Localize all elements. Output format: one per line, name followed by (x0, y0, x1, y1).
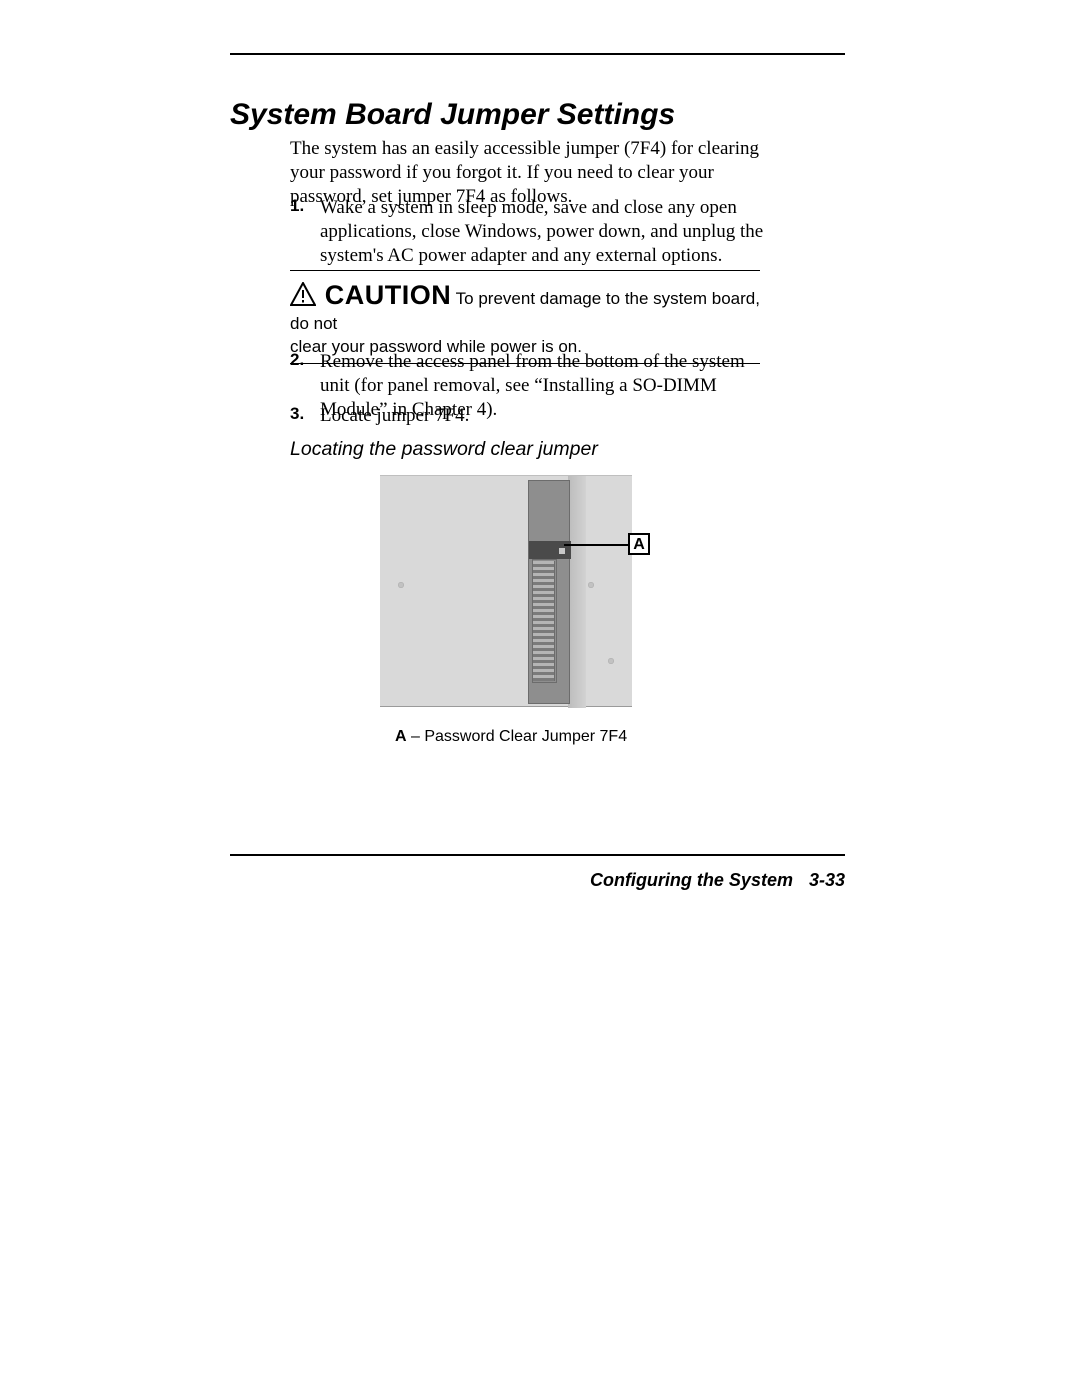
figure-diagram: A (380, 475, 670, 707)
screw-icon (588, 582, 594, 588)
bottom-rule (230, 854, 845, 856)
top-rule (230, 53, 845, 55)
page-footer: Configuring the System 3-33 (230, 870, 845, 891)
diagram-module (528, 480, 570, 704)
step-1: 1. Wake a system in sleep mode, save and… (290, 196, 770, 267)
figure-caption-letter: A (395, 728, 407, 745)
figure-caption: A – Password Clear Jumper 7F4 (395, 728, 627, 746)
diagram-shade (568, 476, 586, 708)
diagram-chassis (380, 475, 632, 707)
step-1-number: 1. (290, 196, 304, 216)
warning-icon (290, 282, 316, 313)
figure-caption-text: – Password Clear Jumper 7F4 (407, 728, 628, 745)
step-2-number: 2. (290, 350, 304, 370)
caution-label: CAUTION (325, 280, 452, 310)
diagram-callout-label: A (628, 533, 650, 555)
screw-icon (608, 658, 614, 664)
step-3: 3. Locate jumper 7F4. (290, 404, 770, 428)
step-3-text: Locate jumper 7F4. (320, 404, 770, 428)
section-heading: System Board Jumper Settings (230, 98, 675, 132)
diagram-callout-line (564, 544, 628, 546)
footer-page-number: 3-33 (809, 870, 845, 890)
step-1-text: Wake a system in sleep mode, save and cl… (320, 196, 770, 267)
document-page: System Board Jumper Settings The system … (0, 0, 1080, 1397)
diagram-connector (533, 561, 555, 681)
figure-title: Locating the password clear jumper (290, 438, 598, 461)
screw-icon (398, 582, 404, 588)
footer-section: Configuring the System (590, 870, 793, 890)
step-3-number: 3. (290, 404, 304, 424)
diagram-jumper-spot (558, 547, 566, 555)
